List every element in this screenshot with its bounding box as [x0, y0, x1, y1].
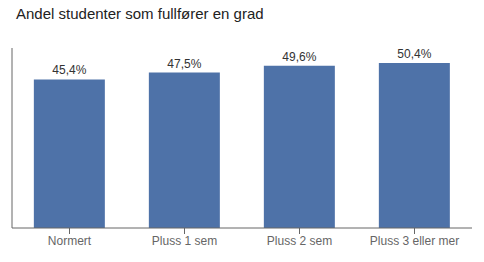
svg-text:Pluss 3 eller mer: Pluss 3 eller mer [370, 234, 459, 248]
svg-text:47,5%: 47,5% [167, 57, 201, 71]
svg-text:Normert: Normert [48, 234, 92, 248]
svg-text:Pluss 1 sem: Pluss 1 sem [152, 234, 217, 248]
svg-text:45,4%: 45,4% [52, 63, 86, 77]
svg-text:Pluss 2 sem: Pluss 2 sem [267, 234, 332, 248]
html-text:Andel studenter som fullfører: Andel studenter som fullfører en grad [16, 5, 264, 22]
svg-text:50,4%: 50,4% [397, 47, 431, 61]
svg-text:49,6%: 49,6% [282, 50, 316, 64]
